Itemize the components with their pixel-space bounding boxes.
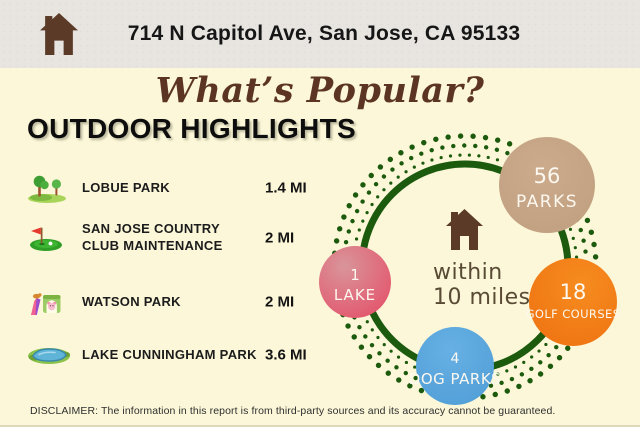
place-name: LOBUE PARK xyxy=(82,179,170,195)
property-address: 714 N Capitol Ave, San Jose, CA 95133 xyxy=(127,22,521,45)
parks-count: 56 xyxy=(534,164,561,188)
disclaimer-text: DISCLAIMER: The information in this repo… xyxy=(30,405,556,417)
list-item: LOBUE PARK 1.4 MI xyxy=(26,168,346,208)
place-distance: 3.6 MI xyxy=(265,346,307,364)
golf-label: GOLF COURSES xyxy=(526,307,621,321)
list-item: LAKE CUNNINGHAM PARK 3.6 MI xyxy=(26,335,346,375)
place-distance: 2 MI xyxy=(265,293,295,311)
highlights-list: LOBUE PARK 1.4 MI SAN JOSE COUNTRY CLUB … xyxy=(26,160,346,385)
lake-count: 1 xyxy=(350,266,360,284)
place-name: SAN JOSE COUNTRY CLUB MAINTENANCE xyxy=(82,221,223,253)
park-icon xyxy=(26,172,76,204)
lake-label: LAKE xyxy=(334,286,376,304)
list-item: WATSON PARK 2 MI xyxy=(26,282,346,322)
center-house-icon xyxy=(446,209,483,250)
lake-bubble: 1 LAKE xyxy=(319,246,391,318)
place-distance: 1.4 MI xyxy=(265,179,307,197)
lake-icon xyxy=(26,343,76,367)
house-icon xyxy=(40,12,78,56)
list-item: SAN JOSE COUNTRY CLUB MAINTENANCE 2 MI xyxy=(26,218,346,258)
dog-park-icon xyxy=(26,286,76,318)
place-name: WATSON PARK xyxy=(82,293,181,309)
place-distance: 2 MI xyxy=(265,229,295,247)
radius-diagram: within 10 miles 56 PARKS 1 LAKE 18 GOLF … xyxy=(310,120,640,420)
golf-count: 18 xyxy=(560,280,587,304)
page-title: What’s Popular? xyxy=(155,70,485,111)
section-heading: OUTDOOR HIGHLIGHTS xyxy=(27,113,356,144)
dog-parks-bubble: 4 DOG PARKS xyxy=(409,327,501,405)
dog-parks-label: DOG PARKS xyxy=(409,370,501,388)
header: 714 N Capitol Ave, San Jose, CA 95133 xyxy=(0,0,640,68)
bottom-edge-divider xyxy=(0,425,640,427)
dog-parks-count: 4 xyxy=(451,351,460,367)
place-name: LAKE CUNNINGHAM PARK xyxy=(82,346,257,362)
golf-icon xyxy=(26,223,76,253)
radius-label-line2: 10 miles xyxy=(433,285,531,310)
parks-bubble: 56 PARKS xyxy=(499,137,595,233)
parks-label: PARKS xyxy=(516,192,578,212)
radius-label-line1: within xyxy=(433,260,503,285)
golf-courses-bubble: 18 GOLF COURSES xyxy=(526,258,621,346)
